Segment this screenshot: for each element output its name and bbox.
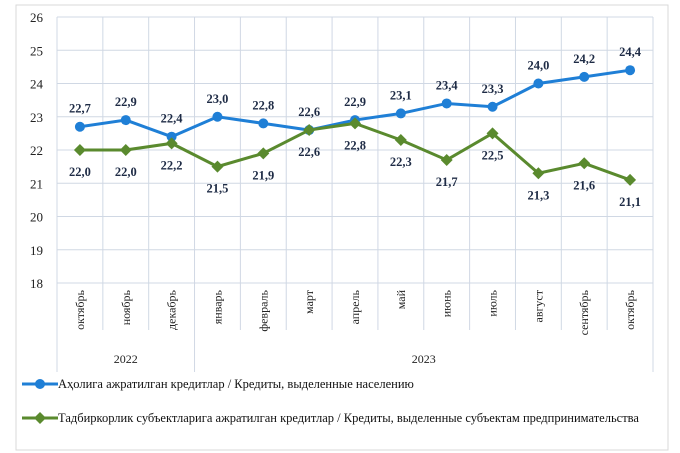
y-tick-label: 26 — [30, 10, 44, 25]
data-point — [258, 118, 269, 129]
data-point — [579, 71, 590, 82]
data-label: 21,3 — [527, 188, 549, 202]
x-tick-label: август — [531, 289, 545, 322]
data-point — [166, 131, 177, 142]
data-point — [119, 144, 132, 156]
data-point — [257, 147, 270, 160]
data-label: 24,0 — [527, 59, 549, 73]
data-label: 22,9 — [344, 95, 366, 109]
data-label: 22,2 — [161, 158, 183, 172]
data-label: 22,4 — [161, 112, 184, 126]
y-tick-label: 22 — [30, 143, 43, 158]
data-point — [625, 65, 636, 76]
data-point — [74, 121, 85, 132]
x-tick-label: сентябрь — [577, 289, 591, 335]
data-label: 22,8 — [344, 138, 366, 152]
data-label: 22,0 — [69, 165, 91, 179]
data-label: 22,6 — [298, 105, 320, 119]
data-point — [532, 167, 545, 180]
data-label: 24,2 — [573, 52, 595, 66]
legend-label: Тадбиркорлик субъектларига ажратилган кр… — [58, 411, 639, 425]
x-tick-label: январь — [210, 289, 224, 324]
y-tick-label: 23 — [30, 110, 43, 125]
data-label: 23,1 — [390, 88, 412, 102]
legend-item-population: Аҳолига ажратилган кредитлар / Кредиты, … — [22, 377, 414, 392]
x-tick-label: апрель — [348, 289, 362, 324]
data-point — [441, 98, 452, 109]
data-label: 21,5 — [207, 182, 229, 196]
y-tick-label: 19 — [30, 243, 43, 258]
data-point — [487, 101, 498, 112]
data-label: 23,3 — [482, 82, 504, 96]
data-point — [624, 173, 637, 186]
data-point — [73, 144, 86, 156]
legend-item-business: Тадбиркорлик субъектларига ажратилган кр… — [22, 411, 642, 426]
x-tick-label: июль — [486, 289, 500, 316]
x-tick-label: ноябрь — [119, 289, 133, 325]
y-tick-label: 20 — [30, 210, 43, 225]
data-label: 22,9 — [115, 95, 137, 109]
data-label: 21,6 — [573, 178, 595, 192]
data-label: 22,8 — [252, 98, 274, 112]
data-point — [440, 153, 453, 166]
legend-label: Аҳолига ажратилган кредитлар / Кредиты, … — [58, 377, 414, 391]
data-label: 21,7 — [436, 175, 458, 189]
legend-marker-circle-icon — [22, 379, 58, 389]
data-point — [212, 111, 223, 122]
data-label: 22,5 — [482, 148, 504, 162]
data-point — [394, 134, 407, 147]
y-tick-label: 21 — [30, 176, 43, 191]
data-label: 22,6 — [298, 145, 320, 159]
data-label: 23,4 — [436, 78, 459, 92]
data-label: 21,9 — [252, 168, 274, 182]
x-tick-label: декабрь — [165, 289, 179, 330]
data-point — [349, 117, 361, 130]
data-point — [533, 78, 544, 89]
data-label: 22,3 — [390, 155, 412, 169]
year-label: 2022 — [114, 352, 138, 366]
data-point — [120, 115, 131, 126]
x-tick-label: май — [394, 289, 408, 309]
y-tick-label: 25 — [30, 43, 43, 58]
data-point — [578, 157, 591, 170]
data-point — [211, 160, 224, 173]
data-point — [165, 137, 178, 150]
x-tick-label: октябрь — [73, 289, 87, 329]
data-point — [486, 127, 499, 140]
x-tick-label: февраль — [256, 289, 270, 331]
data-point — [303, 124, 316, 137]
year-label: 2023 — [412, 352, 436, 366]
legend-marker-diamond-icon — [22, 412, 58, 424]
x-tick-label: октябрь — [623, 289, 637, 329]
x-tick-label: март — [302, 289, 316, 314]
data-point — [395, 108, 406, 119]
data-label: 23,0 — [207, 92, 229, 106]
y-tick-label: 24 — [30, 77, 44, 92]
chart-border — [15, 4, 669, 451]
data-label: 21,1 — [619, 195, 641, 209]
y-tick-label: 18 — [30, 276, 43, 291]
data-label: 22,7 — [69, 102, 91, 116]
data-label: 24,4 — [619, 45, 642, 59]
x-tick-label: июнь — [440, 289, 454, 317]
data-label: 22,0 — [115, 165, 137, 179]
